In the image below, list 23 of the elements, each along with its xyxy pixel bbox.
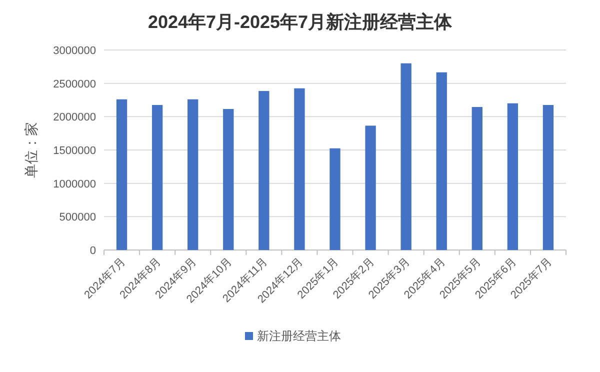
title: 2024年7月-2025年7月新注册经营主体 [148,12,452,32]
y-tick-label: 2500000 [53,78,96,90]
bar [294,88,305,250]
legend-item: 新注册经营主体 [245,329,341,343]
y-tick-label: 3000000 [53,45,96,57]
bar [330,148,340,250]
y-tick-label: 2000000 [53,112,96,124]
y-tick-label: 1000000 [53,178,96,190]
bar [223,109,234,250]
bar [258,91,270,250]
y-tick-label: 1500000 [53,145,96,157]
bar [365,126,376,250]
bar [152,105,163,250]
bar [400,63,412,250]
bar [542,105,554,250]
bar [507,103,518,250]
ylabel: 单位：家 [23,122,39,178]
y-tick-label: 500000 [59,212,96,224]
bar [188,99,198,250]
y-tick-label: 0 [90,245,96,257]
bar [116,99,128,250]
bar [436,72,447,250]
bar [472,107,482,250]
